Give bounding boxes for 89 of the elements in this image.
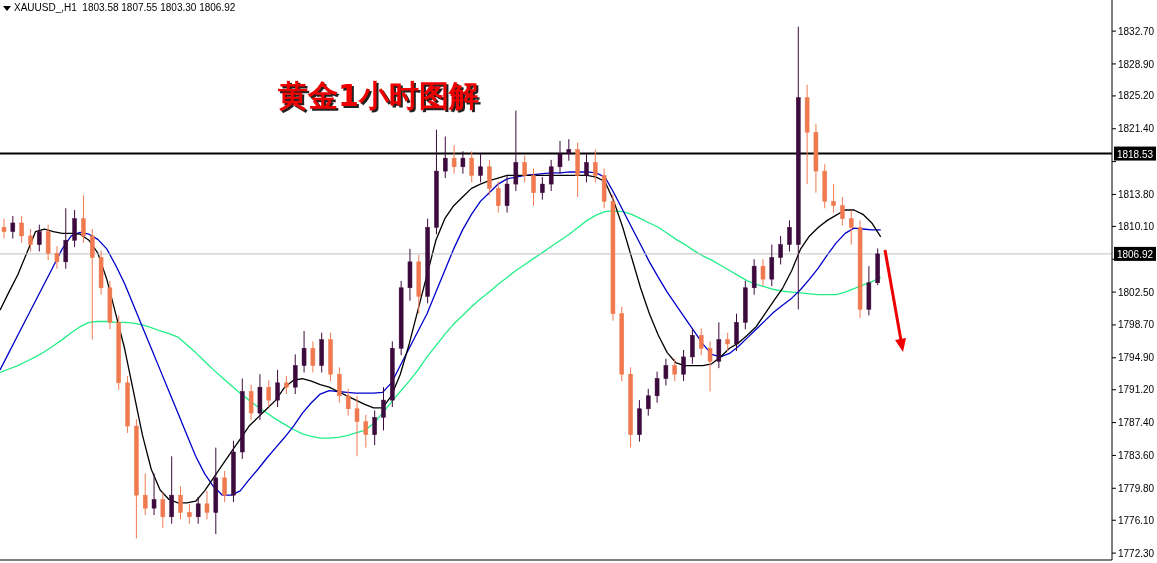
candlestick xyxy=(363,414,369,449)
y-tick-label: 1828.90 xyxy=(1118,58,1155,70)
ref-line-label: 1806.92 xyxy=(1116,248,1154,260)
candlestick xyxy=(646,388,651,417)
candlestick xyxy=(716,321,722,369)
candlestick xyxy=(593,149,598,183)
candlestick xyxy=(698,327,704,356)
candlestick xyxy=(548,159,554,192)
candlestick xyxy=(204,490,210,520)
candlestick xyxy=(672,358,677,382)
y-tick-label: 1813.80 xyxy=(1118,188,1155,200)
candlestick xyxy=(540,176,545,201)
candlestick xyxy=(10,215,16,240)
candlestick xyxy=(222,470,227,503)
candlestick xyxy=(495,180,501,214)
text: 黄金1小时图解 xyxy=(278,77,479,115)
candlestick xyxy=(345,388,351,417)
candlestick xyxy=(487,159,492,196)
candlestick xyxy=(54,245,60,270)
candlestick xyxy=(37,224,42,252)
y-tick-label: 1825.20 xyxy=(1118,90,1155,102)
y-tick-label: 1772.30 xyxy=(1118,547,1155,559)
y-tick-label: 1791.20 xyxy=(1118,384,1155,396)
y-tick-label: 1779.80 xyxy=(1118,482,1155,494)
y-tick-label: 1810.10 xyxy=(1118,220,1155,232)
candlestick xyxy=(707,340,713,392)
candlestick xyxy=(151,473,157,516)
y-tick-label: 1802.50 xyxy=(1118,286,1155,298)
candlestick xyxy=(787,219,792,252)
candlestick xyxy=(248,384,254,421)
candlestick xyxy=(28,228,33,252)
candlestick xyxy=(725,332,730,352)
candlestick xyxy=(169,455,174,525)
candlestick xyxy=(90,228,95,341)
candlestick xyxy=(840,196,845,227)
candlestick xyxy=(734,313,739,352)
candlestick xyxy=(160,492,166,529)
y-tick-label: 1776.10 xyxy=(1118,514,1155,526)
candlestick xyxy=(63,207,69,270)
candlestick xyxy=(584,153,589,183)
candlestick xyxy=(178,486,183,520)
candlestick xyxy=(522,155,527,183)
y-tick-label: 1798.70 xyxy=(1118,319,1155,331)
candlestick xyxy=(690,327,695,365)
candlestick xyxy=(460,150,466,175)
candlestick xyxy=(848,209,854,246)
candlestick xyxy=(751,258,757,296)
y-tick-label: 1787.40 xyxy=(1118,417,1155,429)
candlestick xyxy=(504,174,510,214)
candlestick xyxy=(381,386,386,431)
candlestick xyxy=(310,340,316,373)
annotation: XAUUSD_,H1 1803.58 1807.55 1803.30 1806.92 xyxy=(14,2,236,13)
candlestick xyxy=(831,183,836,214)
candlestick xyxy=(284,375,289,395)
candlestick xyxy=(778,235,783,265)
candlestick xyxy=(451,144,457,175)
candlestick xyxy=(337,366,342,404)
candlestick xyxy=(531,168,536,207)
y-tick-label: 1794.90 xyxy=(1118,352,1155,364)
candlestick xyxy=(372,409,377,446)
candlestick xyxy=(45,224,51,261)
candlestick xyxy=(72,209,77,248)
candlestick xyxy=(19,215,24,244)
candlestick xyxy=(557,140,563,175)
candlestick xyxy=(354,395,360,457)
candlestick xyxy=(469,150,474,183)
candlestick xyxy=(663,358,669,386)
y-tick-label: 1783.60 xyxy=(1118,449,1155,461)
candlestick xyxy=(292,353,298,395)
candlestick xyxy=(443,136,448,179)
candlestick xyxy=(1,218,7,240)
candlestick xyxy=(142,473,148,516)
ref-line-label: 1818.53 xyxy=(1116,148,1154,160)
y-tick-label: 1832.70 xyxy=(1118,25,1155,37)
candlestick xyxy=(275,369,280,408)
candlestick xyxy=(681,349,686,382)
candlestick xyxy=(187,503,192,525)
candlestick xyxy=(81,194,86,244)
candlestick xyxy=(266,379,272,408)
candlestick xyxy=(301,330,307,373)
line-series xyxy=(0,210,882,439)
candlestick xyxy=(478,153,483,183)
candlestick xyxy=(513,110,519,192)
candlestick xyxy=(566,138,572,162)
candlestick xyxy=(760,258,766,287)
candlestick xyxy=(195,496,201,525)
candlestick xyxy=(769,244,775,287)
y-tick-label: 1821.40 xyxy=(1118,123,1155,135)
candlestick xyxy=(654,371,660,404)
